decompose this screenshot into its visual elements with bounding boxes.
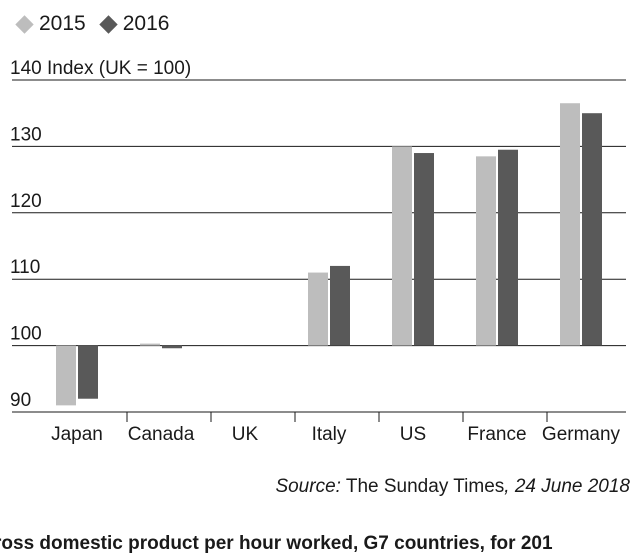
x-tick-label-france: France	[467, 424, 526, 445]
bar-2016-italy	[330, 265, 350, 346]
bar-chart: 90 100 110 120 130 140 Index (UK = 100) Japan C…	[10, 58, 626, 445]
bar-2016-japan	[78, 345, 98, 399]
source-date: , 24 June 2018	[504, 476, 630, 497]
x-tick-label-japan: Japan	[51, 424, 103, 445]
x-tick-label-canada: Canada	[128, 424, 195, 445]
bar-2016-canada	[162, 345, 182, 349]
source-name: The Sunday Times	[340, 476, 505, 497]
bar-2015-france	[476, 156, 496, 346]
bar-2016-us	[414, 153, 434, 346]
y-tick-label-140: 140 Index (UK = 100)	[10, 58, 191, 79]
bar-2015-italy	[308, 272, 328, 346]
legend-label-2015: 2015	[39, 12, 86, 35]
chart-legend: 2015 2016	[15, 12, 185, 36]
figure-caption: ross domestic product per hour worked, G…	[0, 533, 553, 554]
y-tick-label-110: 110	[10, 257, 40, 278]
source-note: Source: The Sunday Times, 24 June 2018	[275, 476, 630, 498]
legend-item-2015: 2015	[15, 12, 86, 36]
bar-2015-germany	[560, 103, 580, 346]
x-tick-label-italy: Italy	[312, 424, 347, 445]
y-tick-label-100: 100	[10, 324, 42, 345]
bar-2016-germany	[582, 113, 602, 346]
bar-2016-france	[498, 149, 518, 346]
y-tick-label-130: 130	[10, 124, 42, 145]
x-tick-label-uk: UK	[232, 424, 259, 445]
x-tick-label-us: US	[400, 424, 426, 445]
source-prefix: Source:	[275, 476, 341, 497]
legend-label-2016: 2016	[122, 12, 170, 35]
legend-item-2016: 2016	[99, 12, 170, 36]
y-tick-label-90: 90	[10, 390, 31, 411]
bar-2015-japan	[56, 345, 76, 406]
bar-2015-us	[392, 146, 412, 346]
bar-2015-canada	[140, 343, 160, 346]
y-tick-label-120: 120	[10, 191, 42, 212]
x-tick-label-germany: Germany	[542, 424, 621, 445]
